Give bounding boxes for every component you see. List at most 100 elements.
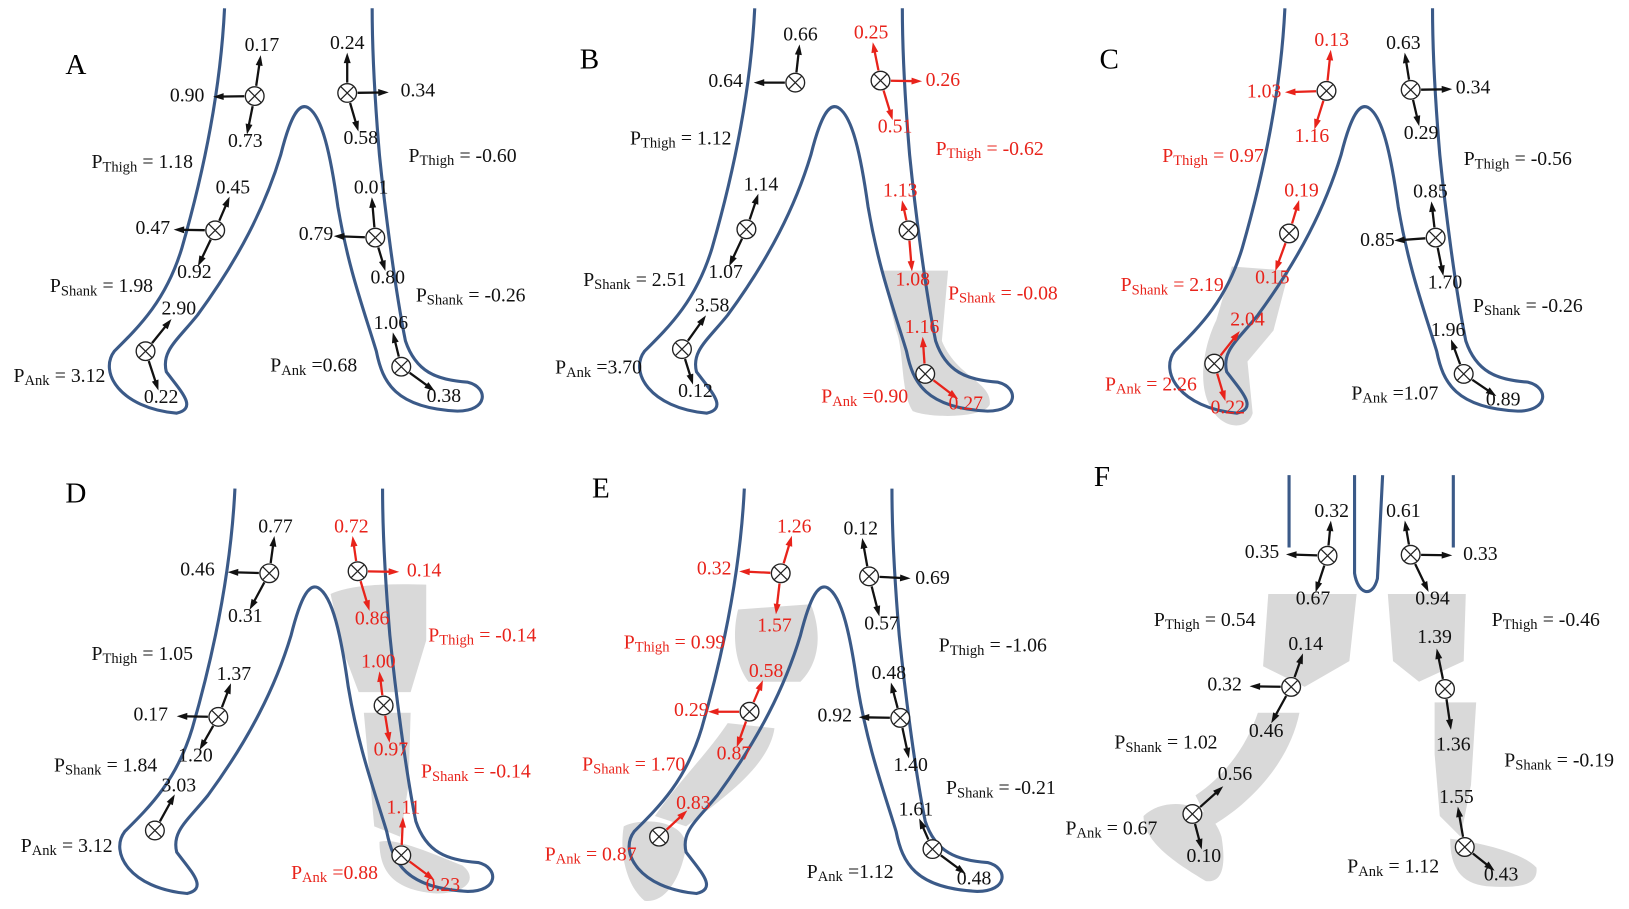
arrow-head (1403, 53, 1410, 64)
power-value: = 2.26 (1146, 373, 1197, 395)
power-value: = -0.26 (468, 284, 525, 306)
power-subscript: Ank (281, 363, 307, 379)
value-label: 1.08 (895, 269, 930, 291)
value-label: 0.51 (878, 116, 913, 138)
value-label: 0.12 (843, 517, 878, 539)
power-symbol: P (630, 127, 641, 149)
power-subscript: Ank (1362, 391, 1388, 407)
arrow-head (1285, 88, 1296, 95)
power-symbol: P (545, 843, 556, 865)
power-symbol: P (21, 835, 32, 857)
power-label: PAnk=0.90 (821, 385, 908, 410)
power-symbol: P (821, 385, 832, 407)
power-symbol: P (1504, 749, 1515, 771)
arrow-head (269, 536, 276, 547)
value-label: 0.92 (177, 261, 212, 283)
power-label: PAnk=1.07 (1351, 382, 1438, 407)
value-label: 0.80 (370, 266, 405, 288)
value-label: 1.06 (374, 312, 409, 334)
power-value: = 3.12 (62, 835, 113, 857)
value-label: 0.12 (678, 380, 713, 402)
power-symbol: P (1121, 274, 1132, 296)
power-symbol: P (428, 624, 439, 646)
power-value: = 1.12 (681, 127, 732, 149)
value-label: 0.79 (299, 223, 334, 245)
value-label: 0.14 (407, 560, 442, 582)
power-subscript: Ank (832, 394, 858, 410)
arrow-head (1442, 86, 1453, 93)
power-label: PShank= -0.08 (948, 282, 1058, 307)
value-label: 0.29 (674, 699, 709, 721)
value-label: 1.39 (1417, 626, 1452, 648)
value-label: 0.47 (136, 217, 171, 239)
power-subscript: Thigh (102, 160, 137, 176)
power-subscript: Thigh (1173, 154, 1208, 170)
power-symbol: P (91, 151, 102, 173)
value-label: 0.34 (401, 79, 436, 101)
power-subscript: Ank (566, 365, 592, 381)
power-label: PThigh= -0.62 (936, 137, 1044, 162)
value-label: 1.20 (178, 745, 213, 767)
power-value: =1.12 (848, 860, 894, 882)
value-label: 0.31 (228, 605, 263, 627)
arrow-head (786, 536, 793, 547)
power-subscript: Ank (1116, 382, 1142, 398)
power-value: = -0.62 (987, 137, 1044, 159)
value-label: 0.10 (1187, 845, 1222, 867)
panel: F0.320.610.350.330.670.94PThigh= 0.54PTh… (1066, 461, 1615, 885)
power-value: = -0.60 (459, 145, 516, 167)
value-label: 0.85 (1413, 181, 1448, 203)
power-symbol: P (270, 354, 281, 376)
arrow-head (754, 79, 765, 86)
panel-letter: B (580, 44, 599, 76)
power-subscript: Shank (593, 762, 630, 778)
leg-outline (1289, 475, 1453, 591)
power-label: PThigh= 0.99 (624, 631, 726, 656)
power-subscript: Thigh (635, 640, 670, 656)
panel: D0.770.720.460.140.310.86PThigh= 1.05PTh… (21, 478, 537, 896)
power-symbol: P (91, 642, 102, 664)
arrow-head (392, 332, 399, 343)
power-subscript: Thigh (420, 154, 455, 170)
power-symbol: P (582, 753, 593, 775)
value-label: 2.04 (1230, 309, 1265, 331)
power-value: = 1.18 (142, 151, 193, 173)
power-label: PThigh= -0.56 (1464, 148, 1572, 173)
power-label: PThigh= 1.05 (91, 642, 193, 667)
power-symbol: P (50, 275, 61, 297)
value-label: 0.19 (1284, 180, 1319, 202)
power-value: = -0.19 (1557, 749, 1614, 771)
power-label: PShank= -0.26 (416, 284, 526, 309)
power-symbol: P (421, 760, 432, 782)
value-label: 0.94 (1415, 588, 1450, 610)
value-label: 0.22 (144, 386, 179, 408)
value-label: 0.01 (354, 177, 389, 199)
power-symbol: P (939, 634, 950, 656)
value-label: 1.96 (1431, 319, 1466, 341)
power-label: PAnk= 3.12 (21, 835, 113, 860)
power-symbol: P (54, 754, 65, 776)
power-symbol: P (409, 145, 420, 167)
value-label: 0.25 (854, 22, 889, 44)
power-subscript: Thigh (641, 136, 676, 152)
power-value: = 1.02 (1167, 731, 1218, 753)
power-label: PShank= 2.19 (1121, 274, 1224, 299)
power-label: PShank= -0.14 (421, 760, 531, 785)
value-label: 1.16 (905, 316, 940, 338)
arrow-head (351, 536, 358, 547)
power-value: = 0.54 (1205, 608, 1256, 630)
value-label: 0.22 (1210, 397, 1245, 419)
page: {"panels": [ {"label": "A", "labels": [ … (0, 0, 1629, 909)
power-subscript: Ank (1358, 864, 1384, 880)
value-label: 3.58 (695, 294, 730, 316)
power-value: = -0.08 (1001, 282, 1058, 304)
power-symbol: P (1114, 731, 1125, 753)
power-value: = 0.87 (586, 843, 637, 865)
value-label: 0.57 (864, 612, 899, 634)
value-label: 0.63 (1386, 32, 1421, 54)
arrow-head (1442, 552, 1453, 559)
value-label: 0.13 (1314, 29, 1349, 51)
power-label: PThigh = 1.18 (91, 151, 193, 176)
power-subscript: Shank (432, 769, 469, 785)
